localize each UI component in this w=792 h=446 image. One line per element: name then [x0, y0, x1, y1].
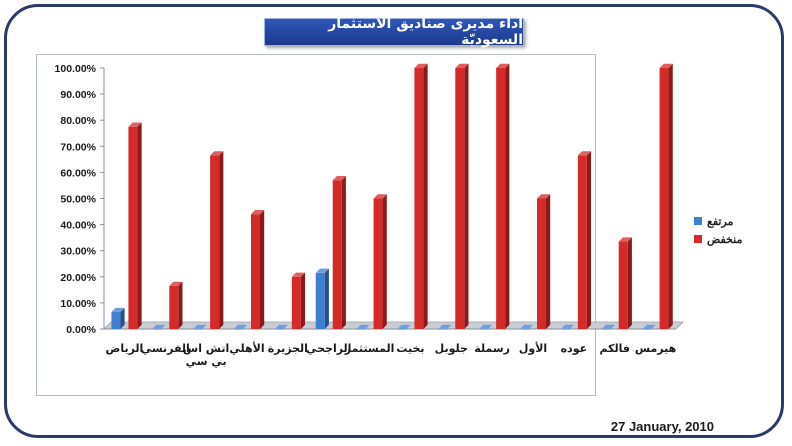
legend-label-low: منخفض [707, 233, 743, 246]
bar-high-8 [438, 324, 452, 330]
x-tick-label: الفرنسي [141, 342, 190, 355]
x-tick-label: هيرمس [635, 342, 676, 355]
chart-floor [103, 321, 684, 330]
y-tick-label: 10.00% [60, 298, 96, 310]
x-tick-label: رسملة [474, 342, 510, 355]
legend-item-high: مرتفع [694, 212, 742, 230]
x-tick-label: الأول [519, 341, 547, 355]
x-tick-label: الراجحي [306, 342, 352, 355]
bar-high-5 [315, 268, 329, 329]
y-tick-label: 70.00% [60, 141, 96, 153]
bar-low-5 [332, 176, 346, 329]
bar-high-2 [193, 324, 207, 330]
chart-title: اداء مديرى صناديق الاستثمار السعوديّة [264, 16, 524, 48]
x-tick-label: بي سي [186, 355, 227, 368]
bar-high-1 [152, 324, 166, 330]
x-tick-label: عوده [561, 342, 588, 355]
y-tick-label: 50.00% [60, 194, 96, 206]
y-tick-label: 90.00% [60, 89, 96, 101]
bar-low-10 [537, 194, 551, 329]
legend-swatch-high [694, 217, 702, 225]
bar-high-3 [234, 324, 248, 330]
bar-low-8 [455, 63, 469, 330]
bar-high-11 [560, 324, 575, 330]
legend-item-low: منخفض [694, 230, 742, 248]
bar-low-12 [618, 237, 632, 329]
y-tick-label: 20.00% [60, 272, 96, 284]
y-tick-label: 30.00% [60, 246, 96, 258]
x-tick-label: المستثمر [344, 342, 395, 355]
y-tick-label: 40.00% [60, 220, 96, 232]
y-tick-label: 0.00% [66, 324, 96, 336]
bar-high-13 [642, 324, 656, 330]
bar-high-7 [397, 324, 411, 330]
legend-label-high: مرتفع [707, 215, 734, 228]
bar-low-1 [169, 281, 183, 329]
bar-low-11 [577, 151, 592, 329]
bar-high-9 [479, 324, 493, 330]
legend-swatch-low [694, 235, 702, 243]
date-label: 27 January, 2010 [610, 419, 714, 434]
bar-high-4 [274, 324, 289, 330]
x-tick-label: الرياض [106, 342, 144, 355]
bar-high-0 [111, 307, 125, 329]
x-tick-label: فالكم [599, 342, 630, 355]
bar-low-13 [659, 63, 673, 330]
x-tick-label: الأهلي [229, 341, 264, 355]
y-tick-label: 100.00% [55, 63, 97, 75]
x-tick-label: الجزيرة [268, 342, 308, 355]
bar-low-0 [128, 122, 142, 330]
bar-high-12 [601, 324, 615, 330]
bar-low-6 [373, 194, 387, 329]
bar-low-3 [251, 209, 265, 329]
bar-low-4 [291, 272, 306, 329]
y-tick-label: 60.00% [60, 167, 96, 179]
x-tick-label: بخيت [396, 342, 424, 355]
x-tick-label: اتش اس [183, 342, 229, 355]
bar-high-10 [520, 324, 534, 330]
bar-low-9 [496, 63, 510, 330]
bar-low-7 [414, 63, 428, 330]
x-tick-label: جلوبل [435, 342, 468, 355]
legend: مرتفع منخفض [694, 212, 742, 248]
y-tick-label: 80.00% [60, 115, 96, 127]
bar-low-2 [210, 151, 224, 329]
bar-high-6 [356, 324, 370, 330]
